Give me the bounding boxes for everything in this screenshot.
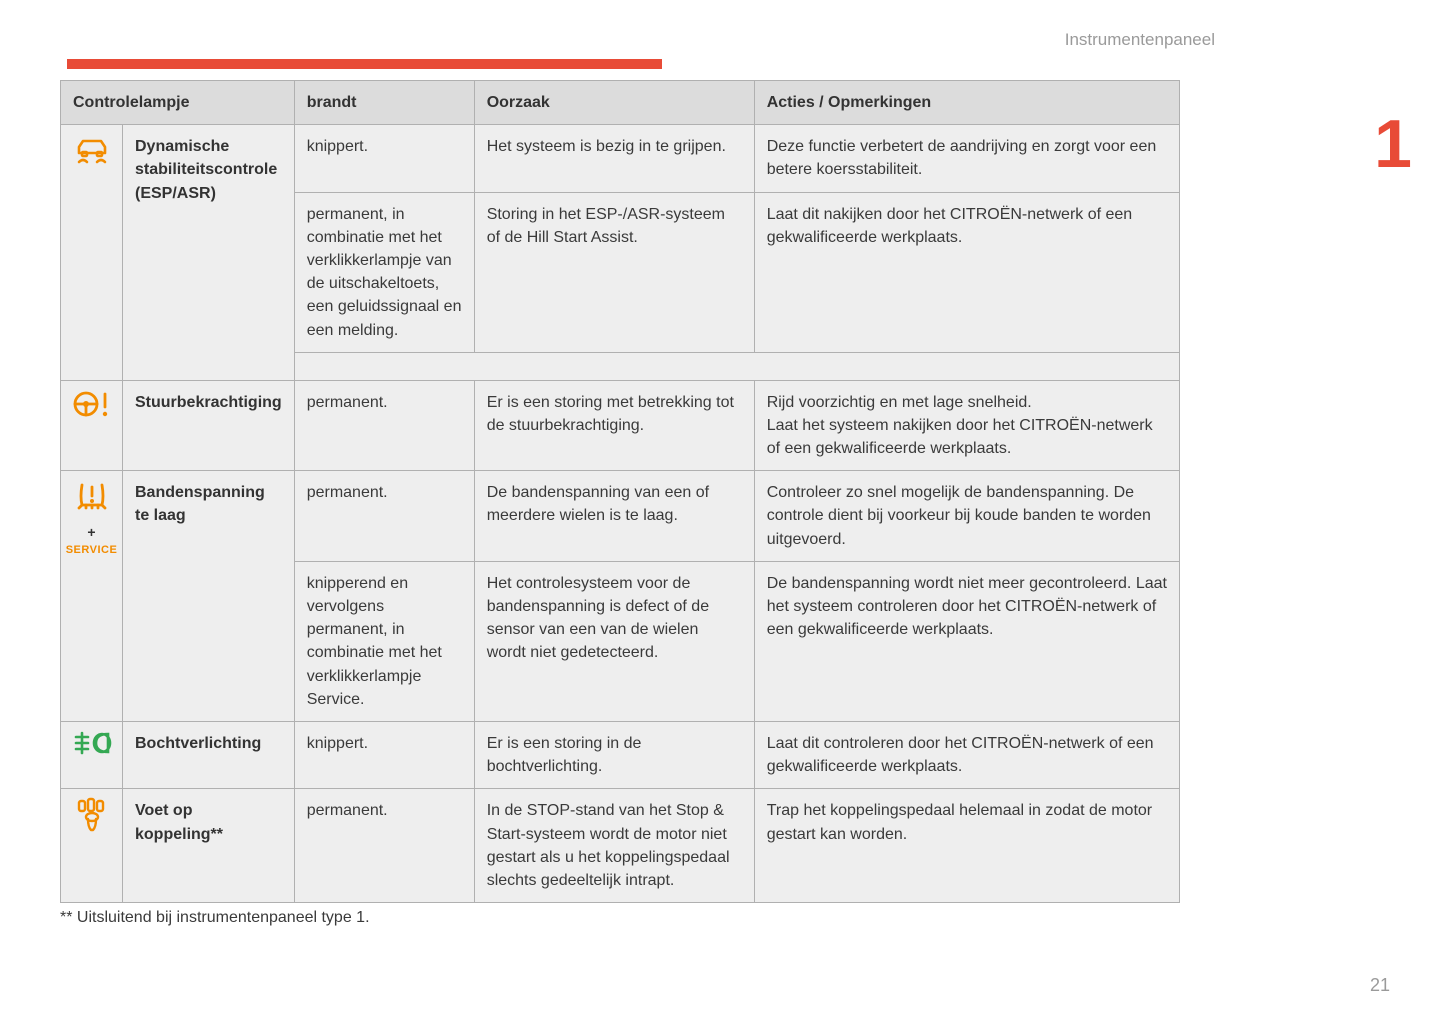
tire-action-1: Controleer zo snel mogelijk de bandenspa… <box>754 471 1179 562</box>
esp-cause-1: Het systeem is bezig in te grijpen. <box>474 125 754 192</box>
tire-action-2: De bandenspanning wordt niet meer gecont… <box>754 561 1179 721</box>
table-row: Voet op koppeling** permanent. In de STO… <box>61 789 1180 903</box>
table-row: Bochtverlichting knippert. Er is een sto… <box>61 721 1180 788</box>
chapter-number: 1 <box>1374 105 1410 183</box>
tire-state-1: permanent. <box>294 471 474 562</box>
steering-action: Rijd voorzichtig en met lage snelheid. L… <box>754 380 1179 471</box>
steering-icon-cell <box>61 380 123 471</box>
tire-pressure-icon <box>74 479 110 518</box>
cornering-light-icon <box>72 730 112 763</box>
esp-action-1: Deze functie verbetert de aandrijving en… <box>754 125 1179 192</box>
cornering-icon-cell <box>61 721 123 788</box>
car-skid-icon <box>73 133 111 174</box>
footnote: ** Uitsluitend bij instrumentenpaneel ty… <box>60 909 1395 927</box>
page-number: 21 <box>1370 975 1390 996</box>
warning-lamps-table: Controlelampje brandt Oorzaak Acties / O… <box>60 80 1180 903</box>
clutch-state: permanent. <box>294 789 474 903</box>
table-row: + SERVICE Bandenspanning te laag permane… <box>61 471 1180 562</box>
esp-name: Dynamische stabiliteitscontrole (ESP/ASR… <box>123 125 295 381</box>
clutch-icon-cell <box>61 789 123 903</box>
steering-cause: Er is een storing met betrekking tot de … <box>474 380 754 471</box>
steering-state: permanent. <box>294 380 474 471</box>
esp-icon-cell <box>61 125 123 381</box>
tire-icon-cell: + SERVICE <box>61 471 123 722</box>
cornering-action: Laat dit controleren door het CITROËN-ne… <box>754 721 1179 788</box>
esp-action-2: Laat dit nakijken door het CITROËN-netwe… <box>754 192 1179 352</box>
steering-name: Stuurbekrachtiging <box>123 380 295 471</box>
cornering-name: Bochtverlichting <box>123 721 295 788</box>
tire-state-2: knipperend en vervolgens permanent, in c… <box>294 561 474 721</box>
accent-bar <box>67 59 662 69</box>
col-state: brandt <box>294 81 474 125</box>
table-header-row: Controlelampje brandt Oorzaak Acties / O… <box>61 81 1180 125</box>
clutch-cause: In de STOP-stand van het Stop & Start-sy… <box>474 789 754 903</box>
col-cause: Oorzaak <box>474 81 754 125</box>
section-title: Instrumentenpaneel <box>50 30 1215 50</box>
tire-name: Bandenspanning te laag <box>123 471 295 722</box>
tire-cause-1: De bandenspanning van een of meerdere wi… <box>474 471 754 562</box>
clutch-name: Voet op koppeling** <box>123 789 295 903</box>
cornering-state: knippert. <box>294 721 474 788</box>
cornering-cause: Er is een storing in de bochtverlichting… <box>474 721 754 788</box>
service-label: SERVICE <box>65 543 118 559</box>
col-lamp: Controlelampje <box>61 81 295 125</box>
esp-state-2: permanent, in combinatie met het verklik… <box>294 192 474 352</box>
table-row: Stuurbekrachtiging permanent. Er is een … <box>61 380 1180 471</box>
esp-cause-2: Storing in het ESP-/ASR-systeem of de Hi… <box>474 192 754 352</box>
tire-cause-2: Het controlesysteem voor de bandenspanni… <box>474 561 754 721</box>
plus-icon: + <box>65 522 118 542</box>
table-row: Dynamische stabiliteitscontrole (ESP/ASR… <box>61 125 1180 192</box>
foot-on-clutch-icon <box>74 797 110 840</box>
esp-state-1: knippert. <box>294 125 474 192</box>
col-action: Acties / Opmerkingen <box>754 81 1179 125</box>
steering-wheel-warning-icon <box>72 389 112 426</box>
clutch-action: Trap het koppelingspedaal helemaal in zo… <box>754 789 1179 903</box>
